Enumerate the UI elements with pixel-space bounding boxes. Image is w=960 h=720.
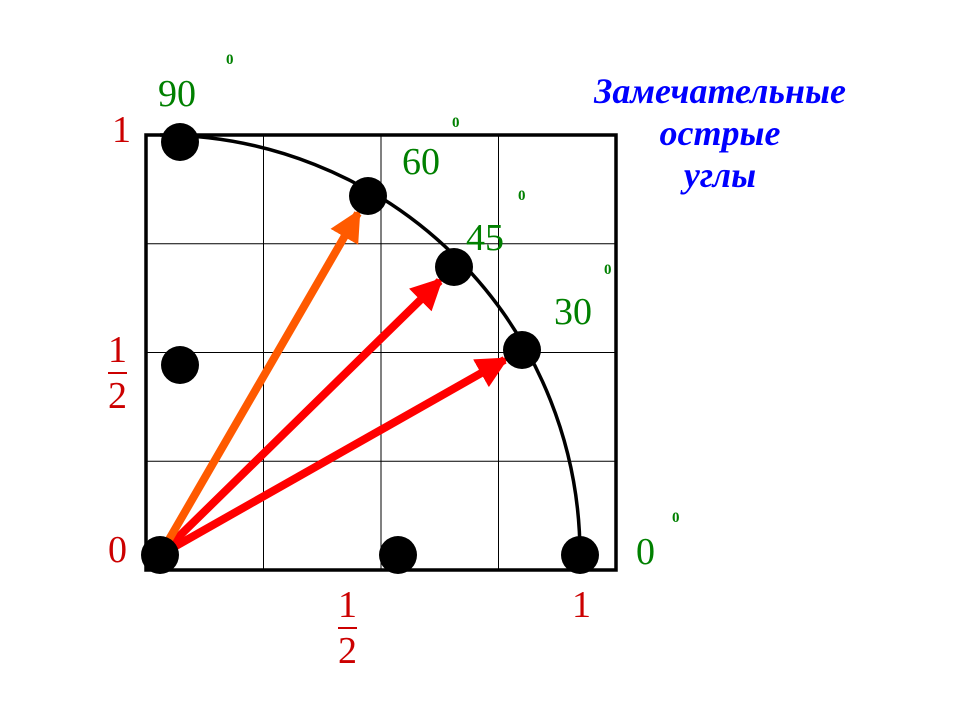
title-line-1: острые [570,112,870,154]
dot-p-60 [349,177,387,215]
axis-y1: 1 [112,108,131,152]
page-title: Замечательныеострыеуглы [570,70,870,196]
title-line-0: Замечательные [570,70,870,112]
lbl-0: 0 [636,530,655,574]
axis-yhalf: 12 [108,328,127,418]
deg-60: 0 [452,115,460,132]
deg-45: 0 [518,188,526,205]
lbl-45: 45 [466,216,504,260]
arrow-60 [160,213,358,555]
title-line-2: углы [570,154,870,196]
axis-xhalf: 12 [338,583,357,673]
dot-origin [141,536,179,574]
deg-0: 0 [672,510,680,527]
axis-yhalf-den: 2 [108,372,127,418]
dot-p-half-0 [379,536,417,574]
deg-30: 0 [604,262,612,279]
axis-yhalf-num: 1 [108,328,127,372]
dot-p-1-0 [561,536,599,574]
lbl-90: 90 [158,72,196,116]
axis-x1: 1 [572,583,591,627]
dot-p-30 [503,331,541,369]
lbl-60: 60 [402,140,440,184]
axis-xhalf-den: 2 [338,627,357,673]
dot-p-0-half [161,346,199,384]
deg-90: 0 [226,52,234,69]
axis-xhalf-num: 1 [338,583,357,627]
axis-0: 0 [108,528,127,572]
lbl-30: 30 [554,290,592,334]
dot-p-0-1 [161,123,199,161]
